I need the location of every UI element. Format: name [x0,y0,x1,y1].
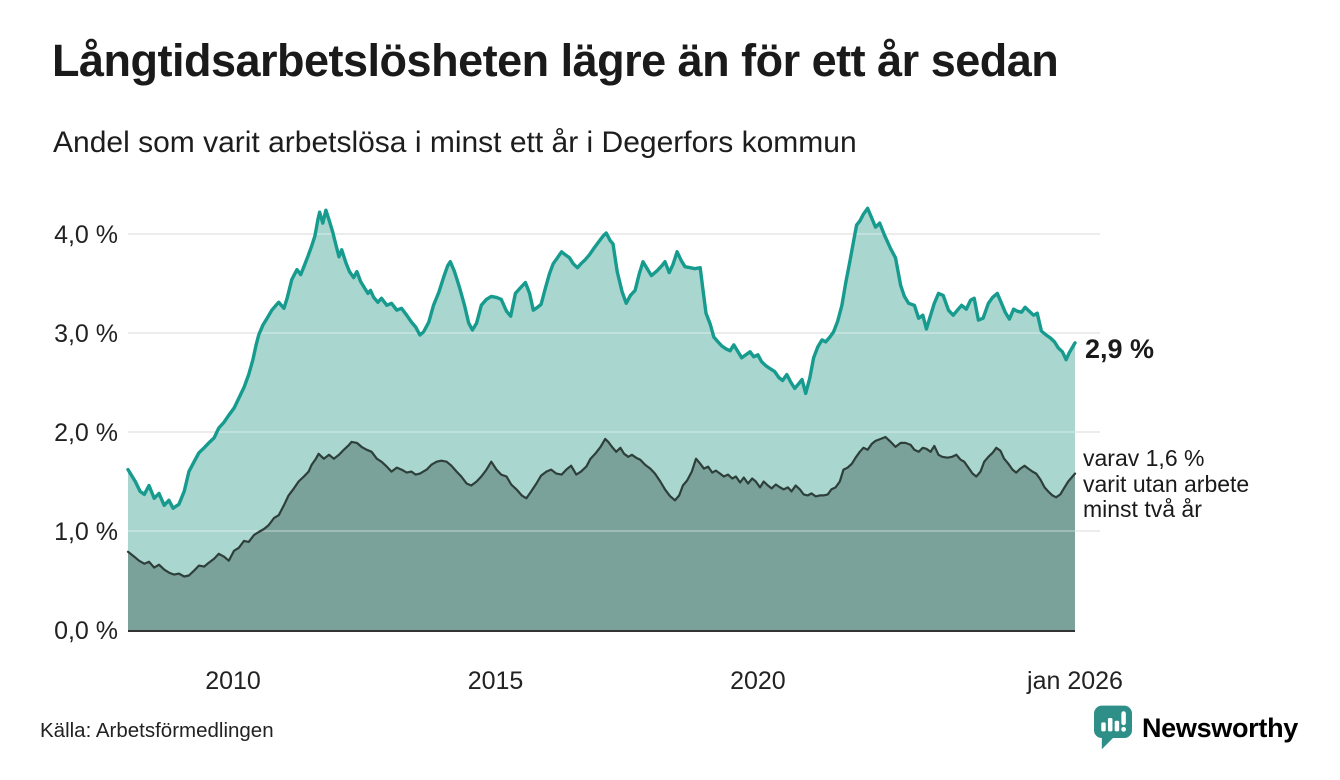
page-subtitle: Andel som varit arbetslösa i minst ett å… [53,126,857,159]
page-title: Långtidsarbetslösheten lägre än för ett … [52,35,1059,86]
line-minst-tva-ar [126,435,1077,578]
two-year-annotation: varav 1,6 % varit utan arbete minst två … [1083,445,1250,523]
y-tick-label: 4,0 % [54,221,118,249]
source-note: Källa: Arbetsförmedlingen [40,719,274,742]
two-year-annotation-line3: minst två år [1083,496,1202,522]
x-tick-label: 2020 [730,667,786,695]
x-tick-label: 2015 [468,667,524,695]
line-minst-ett-ar [126,206,1077,510]
y-tick-label: 2,0 % [54,419,118,447]
y-tick-label: 1,0 % [54,518,118,546]
newsworthy-wordmark: Newsworthy [1141,712,1298,743]
latest-value-label: 2,9 % [1085,334,1155,364]
x-tick-label: 2010 [205,667,261,695]
two-year-annotation-line2: varit utan arbete [1083,470,1250,497]
y-tick-label: 3,0 % [54,320,118,348]
newsworthy-logo-icon [1093,705,1132,750]
x-tick-label: jan 2026 [1026,667,1123,695]
newsworthy-logo: Newsworthy [1093,703,1298,753]
y-tick-label: 0,0 % [54,617,118,645]
two-year-annotation-line1: varav 1,6 % [1083,445,1205,471]
